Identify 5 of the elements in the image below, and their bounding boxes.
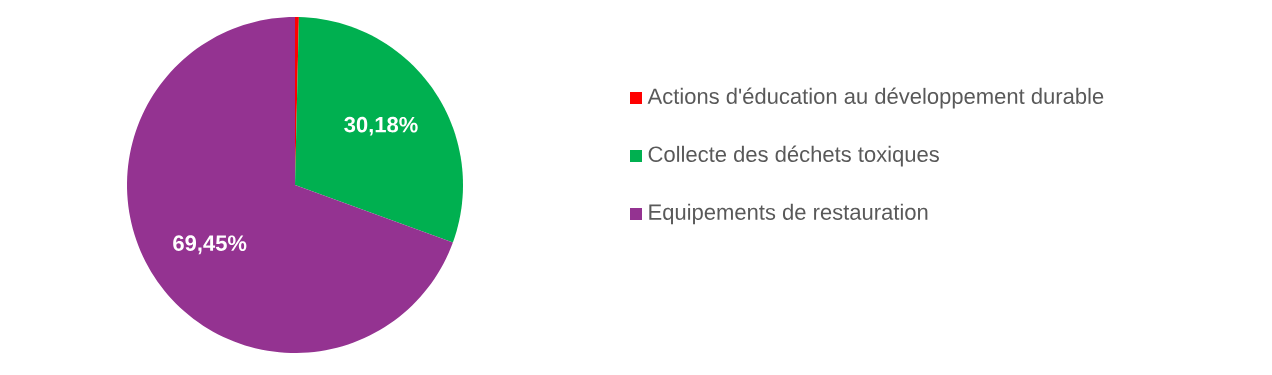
data-label: 69,45% <box>173 235 247 255</box>
legend-label: Collecte des déchets toxiques <box>648 145 939 167</box>
data-label: 30,18% <box>344 116 418 136</box>
legend-label: Equipements de restauration <box>649 203 928 225</box>
legend-label: Actions d'éducation au développement durable <box>647 87 1104 109</box>
